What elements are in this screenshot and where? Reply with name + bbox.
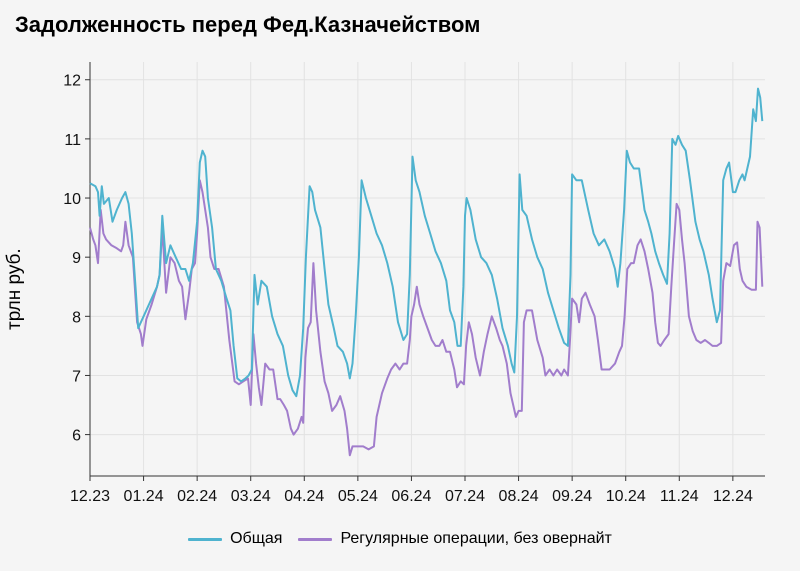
plot-area xyxy=(90,62,765,476)
series-line-total xyxy=(89,87,764,398)
x-tick-label: 10.24 xyxy=(606,488,646,505)
x-tick-label: 12.23 xyxy=(70,488,110,505)
x-tick-label: 05.24 xyxy=(338,488,378,505)
legend-swatch-regular xyxy=(298,537,333,541)
legend-item-regular: Регулярные операции, без овернайт xyxy=(298,530,612,548)
y-tick-label: 12 xyxy=(63,73,81,90)
legend-label-total: Общая xyxy=(230,530,283,547)
chart-title: Задолженность перед Фед.Казначейством xyxy=(15,12,481,37)
y-tick-label: 9 xyxy=(72,250,81,267)
y-tick-label: 8 xyxy=(72,309,81,326)
y-tick-label: 10 xyxy=(63,191,81,208)
y-tick-label: 11 xyxy=(64,132,81,149)
x-tick-label: 07.24 xyxy=(445,488,485,505)
x-tick-label: 11.24 xyxy=(660,488,699,505)
legend-swatch-total xyxy=(188,537,223,541)
legend-label-regular: Регулярные операции, без овернайт xyxy=(340,530,612,547)
x-tick-label: 01.24 xyxy=(124,488,164,505)
x-tick-label: 02.24 xyxy=(177,488,217,505)
y-tick-label: 7 xyxy=(72,368,81,385)
x-tick-label: 06.24 xyxy=(391,488,431,505)
x-tick-label: 09.24 xyxy=(552,488,592,505)
legend: Общая Регулярные операции, без овернайт xyxy=(0,530,800,548)
y-tick-label: 6 xyxy=(72,428,81,445)
x-tick-label: 03.24 xyxy=(231,488,271,505)
x-tick-label: 12.24 xyxy=(713,488,753,505)
x-tick-label: 04.24 xyxy=(284,488,324,505)
legend-item-total: Общая xyxy=(188,530,282,548)
x-tick-label: 08.24 xyxy=(499,488,539,505)
